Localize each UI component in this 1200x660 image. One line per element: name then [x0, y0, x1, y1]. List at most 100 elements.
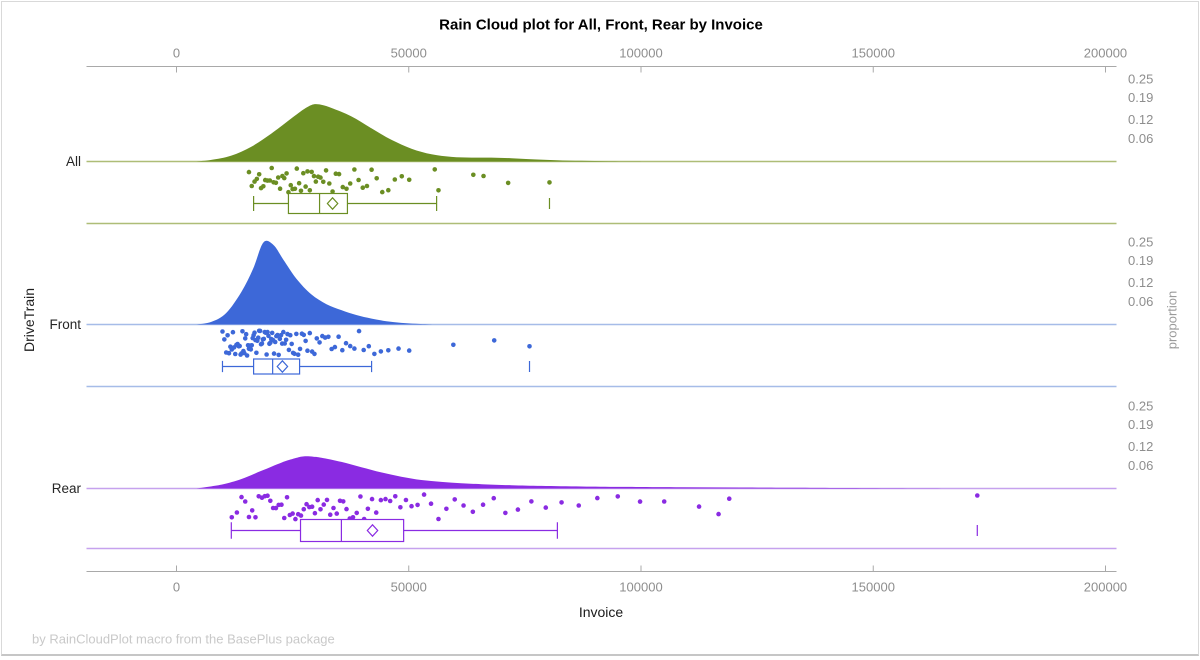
rain-points	[220, 328, 532, 358]
rain-point	[974, 493, 980, 498]
proportion-tick-label: 0.25	[1128, 234, 1153, 249]
rain-point	[298, 513, 304, 518]
axis-tick-label: 50000	[391, 580, 427, 595]
rain-point	[392, 494, 398, 499]
rain-point	[259, 341, 265, 346]
rain-point	[372, 351, 377, 357]
rain-point	[696, 504, 702, 509]
rain-point	[279, 502, 284, 508]
rain-point	[303, 184, 308, 189]
axis-tick-label: 150000	[852, 580, 895, 595]
mean-diamond	[326, 196, 339, 211]
rain-point	[323, 168, 329, 173]
rain-point	[267, 178, 273, 183]
rain-point	[303, 338, 308, 344]
rain-point	[340, 499, 346, 504]
x-axes: 0 50000 100000 150000 200000 0 50000 100000 1500…	[86, 46, 1127, 595]
rain-point	[276, 352, 281, 358]
rain-point	[352, 346, 357, 351]
rain-point	[293, 516, 298, 522]
rain-point	[387, 498, 393, 504]
rain-point	[281, 175, 287, 181]
rain-point	[386, 187, 391, 193]
axis-tick-label: 100000	[619, 46, 662, 61]
rain-point	[309, 169, 314, 175]
rain-point	[452, 497, 458, 502]
rain-point	[396, 346, 401, 351]
rain-point	[289, 341, 294, 347]
rain-point	[340, 184, 346, 190]
rain-point	[379, 189, 385, 195]
rain-point	[261, 184, 266, 189]
rain-point	[246, 169, 252, 175]
rain-point	[297, 346, 303, 352]
rain-point	[304, 501, 309, 507]
rain-point	[480, 502, 486, 508]
rain-point	[237, 343, 242, 349]
box-plot	[221, 358, 531, 375]
rain-point	[415, 502, 420, 508]
rain-point	[527, 344, 532, 349]
rain-point	[340, 347, 345, 353]
rain-point	[220, 329, 225, 334]
rain-point	[436, 516, 441, 522]
rain-point	[277, 336, 283, 342]
proportion-tick-label: 0.25	[1128, 398, 1153, 413]
rain-point	[288, 182, 294, 188]
rain-point	[374, 176, 379, 181]
rain-point	[398, 505, 403, 510]
rain-point	[287, 332, 293, 338]
rain-point	[292, 186, 298, 192]
rain-point	[320, 179, 326, 185]
category-label: Rear	[52, 481, 82, 496]
density-cloud	[196, 240, 432, 325]
rain-point	[327, 181, 332, 186]
axis-tick-label: 200000	[1084, 580, 1127, 595]
rain-point	[298, 188, 304, 194]
rain-point	[615, 494, 621, 499]
density-cloud	[196, 104, 641, 162]
rain-point	[406, 348, 412, 353]
rain-point	[275, 332, 280, 338]
rain-point	[249, 183, 255, 189]
rain-point	[295, 352, 301, 358]
rain-point	[292, 351, 297, 357]
rain-point	[311, 173, 317, 179]
rain-point	[547, 180, 552, 185]
rain-point	[309, 504, 315, 510]
axis-tick-label: 150000	[852, 46, 895, 61]
rain-point	[361, 347, 366, 353]
band-front: Front 0.25 0.19 0.12 0.06	[49, 234, 1153, 388]
rain-point	[470, 509, 476, 515]
rain-point	[350, 515, 356, 520]
rain-point	[321, 502, 327, 507]
rain-point	[281, 515, 287, 521]
rain-point	[637, 499, 643, 504]
rain-point	[265, 493, 270, 499]
rain-point	[294, 166, 300, 171]
rain-point	[222, 337, 227, 342]
chart-title: Rain Cloud plot for All, Front, Rear by …	[439, 16, 763, 34]
rain-point	[726, 496, 732, 502]
rain-point	[283, 337, 289, 343]
rain-point	[369, 496, 375, 502]
rain-point	[261, 336, 267, 342]
rain-point	[248, 347, 254, 352]
rain-point	[347, 181, 353, 186]
mean-diamond	[276, 359, 289, 374]
proportion-tick-label: 0.19	[1128, 253, 1153, 268]
rain-point	[312, 351, 317, 357]
axis-tick-label: 100000	[619, 580, 662, 595]
rain-point	[327, 512, 333, 517]
density-cloud	[196, 456, 953, 489]
rain-point	[576, 503, 582, 508]
rain-point	[481, 173, 486, 179]
rain-point	[336, 171, 342, 177]
rain-point	[232, 351, 238, 357]
rain-point	[265, 329, 270, 335]
rain-points	[246, 165, 552, 195]
rain-point	[559, 500, 564, 505]
proportion-tick-label: 0.25	[1128, 71, 1153, 86]
rain-point	[373, 510, 379, 515]
